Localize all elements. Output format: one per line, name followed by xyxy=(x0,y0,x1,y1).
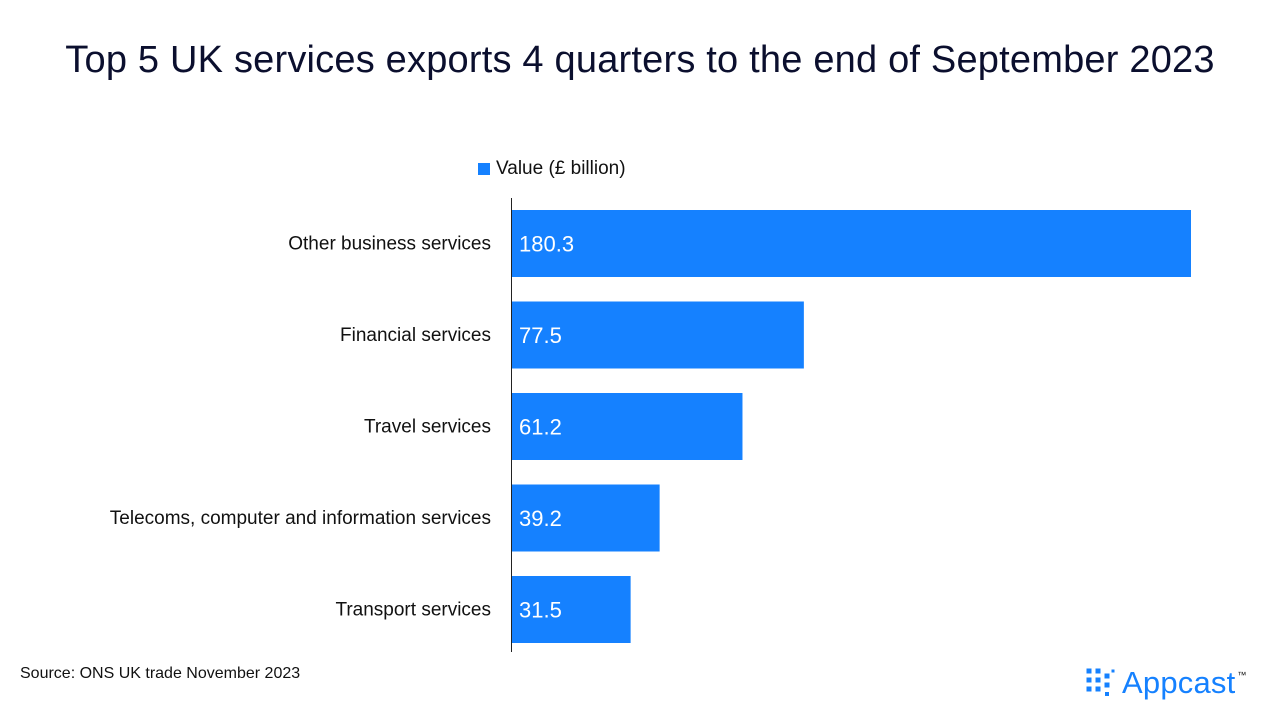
data-label: 39.2 xyxy=(519,506,562,531)
logo-dot xyxy=(1111,669,1115,673)
logo-dot xyxy=(1104,682,1110,688)
data-label: 180.3 xyxy=(519,231,574,256)
source-note: Source: ONS UK trade November 2023 xyxy=(20,665,301,682)
logo-dot xyxy=(1086,668,1092,674)
appcast-logo: Appcast ™ xyxy=(1086,666,1246,700)
chart-title: Top 5 UK services exports 4 quarters to … xyxy=(65,39,1215,81)
logo-dot xyxy=(1095,668,1101,674)
logo-dot xyxy=(1086,677,1092,683)
logo-dot xyxy=(1095,686,1101,692)
bar xyxy=(512,393,743,460)
legend-swatch xyxy=(478,163,490,175)
bar xyxy=(512,484,660,552)
logo-dot xyxy=(1105,692,1109,696)
category-label: Telecoms, computer and information servi… xyxy=(110,508,491,529)
category-label: Financial services xyxy=(340,325,491,346)
legend-label: Value (£ billion) xyxy=(496,158,626,179)
data-label: 77.5 xyxy=(519,323,562,348)
logo-trademark: ™ xyxy=(1237,670,1247,680)
logo-dot xyxy=(1095,677,1101,683)
bar xyxy=(512,576,631,643)
appcast-dots-icon xyxy=(1086,668,1115,696)
category-label: Travel services xyxy=(364,417,491,438)
bar xyxy=(512,210,1191,277)
category-label: Transport services xyxy=(335,600,491,621)
data-label: 61.2 xyxy=(519,414,562,439)
logo-dot xyxy=(1086,686,1092,692)
category-label: Other business services xyxy=(288,234,491,255)
bar xyxy=(512,301,804,369)
logo-text: Appcast xyxy=(1122,665,1236,700)
data-label: 31.5 xyxy=(519,597,562,622)
legend: Value (£ billion) xyxy=(478,158,626,180)
logo-dot xyxy=(1104,673,1110,679)
